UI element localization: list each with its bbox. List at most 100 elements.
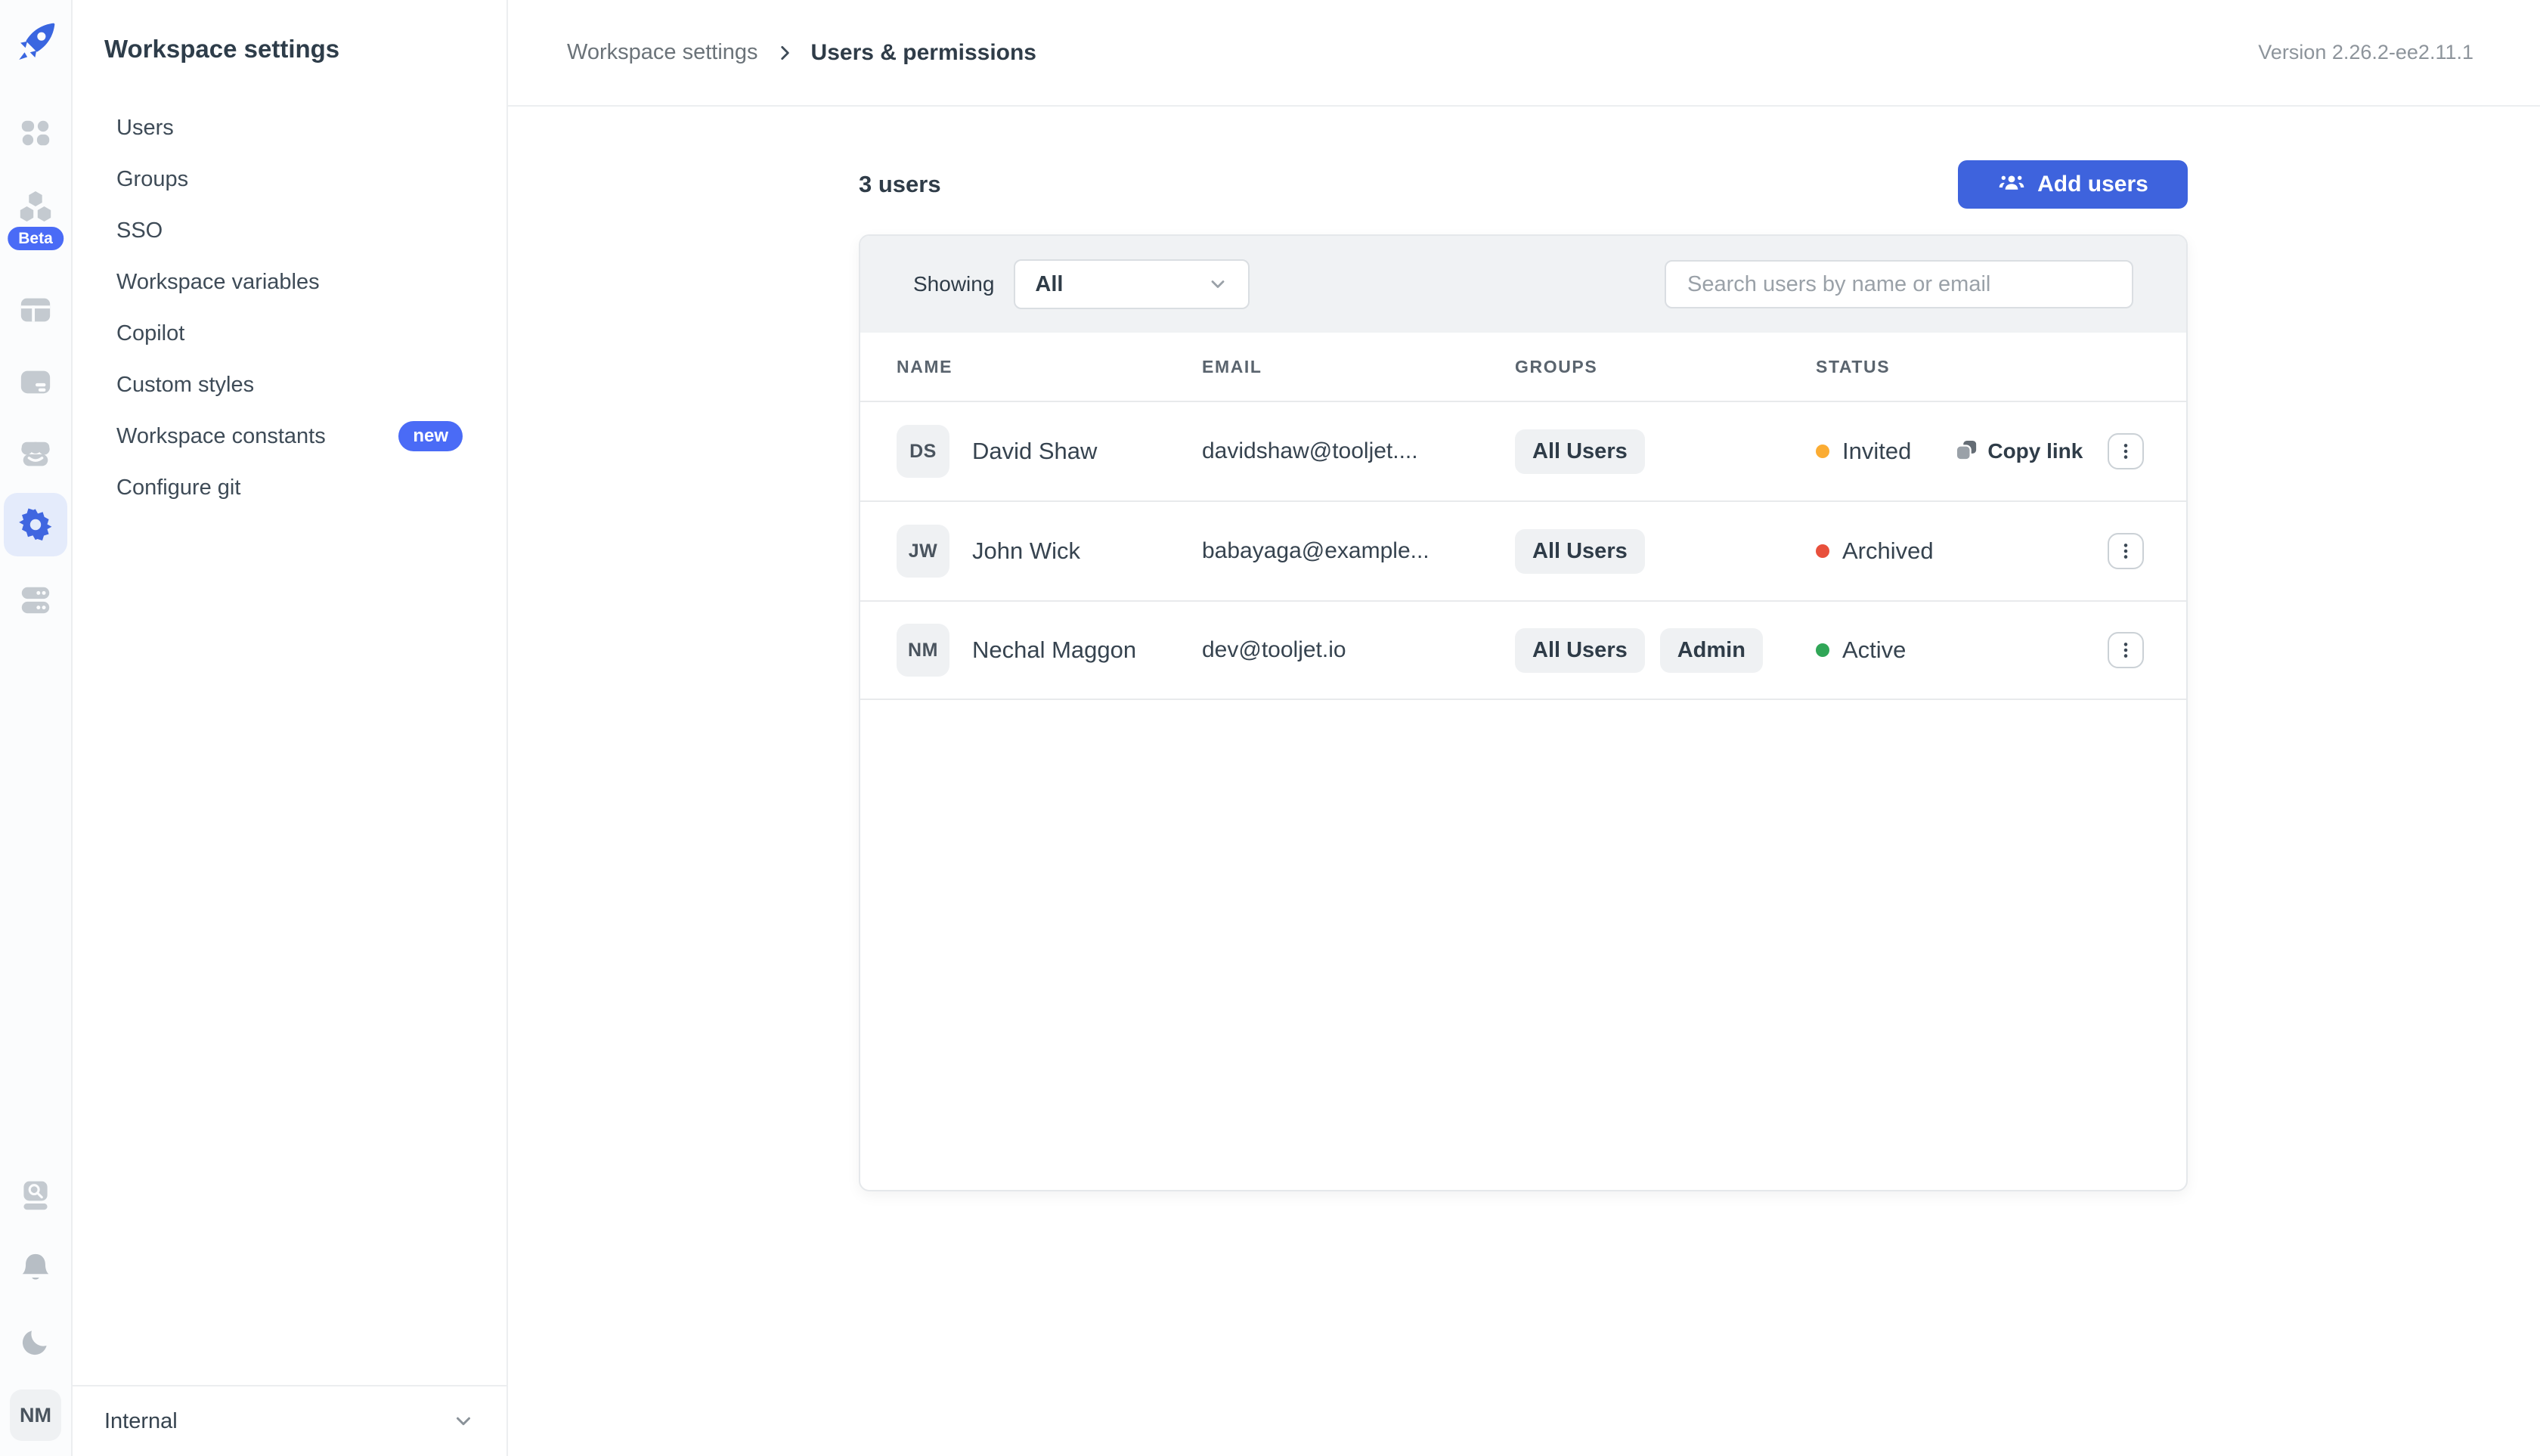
user-name-cell: JW John Wick [897, 525, 1202, 578]
workflows-hexagons-icon [20, 191, 51, 221]
nav-label: Workspace variables [116, 269, 320, 294]
avatar: JW [897, 525, 949, 578]
user-email: dev@tooljet.io [1202, 637, 1346, 662]
table-row: DS David Shaw davidshaw@tooljet.... All … [860, 401, 2186, 500]
sidebar-item-database[interactable] [18, 583, 53, 618]
sidebar-title: Workspace settings [104, 35, 340, 63]
dark-mode-moon-icon [22, 1331, 47, 1355]
sidebar-item-workflows[interactable] [17, 191, 54, 224]
nav-label: Workspace constants [116, 423, 326, 448]
status-text: Active [1842, 637, 1907, 663]
search-users-input[interactable] [1665, 260, 2133, 308]
marketplace-store-icon [21, 441, 50, 466]
new-badge: new [398, 421, 463, 451]
tooljet-logo[interactable] [14, 20, 57, 64]
sidebar-item-apps[interactable] [18, 116, 53, 150]
beta-badge: Beta [5, 224, 67, 253]
nav-label: Copilot [116, 321, 185, 345]
sidebar-item-copilot[interactable]: Copilot [73, 308, 506, 359]
add-users-label: Add users [2037, 172, 2148, 197]
row-actions-menu-button[interactable] [2108, 632, 2144, 668]
settings-gear-icon [19, 508, 52, 541]
user-name: Nechal Maggon [972, 637, 1137, 663]
column-header-status: STATUS [1816, 356, 1891, 376]
sidebar-item-configure-git[interactable]: Configure git [73, 462, 506, 513]
audit-logs-icon [23, 1181, 48, 1210]
sidebar-item-sso[interactable]: SSO [73, 205, 506, 256]
sidebar-item-users[interactable]: Users [73, 102, 506, 153]
group-chip: All Users [1515, 429, 1645, 474]
chevron-down-icon [457, 1417, 470, 1426]
workspace-switcher[interactable]: Internal [73, 1385, 506, 1456]
add-users-button[interactable]: Add users [1958, 160, 2188, 209]
status-text: Invited [1842, 438, 1912, 464]
breadcrumb-current: Users & permissions [810, 39, 1036, 65]
row-actions-menu-button[interactable] [2108, 533, 2144, 569]
table-row: JW John Wick babayaga@example... All Use… [860, 500, 2186, 600]
breadcrumb-root[interactable]: Workspace settings [567, 40, 758, 64]
audit-logs-button[interactable] [19, 1179, 52, 1212]
users-table-card: Showing All NAME EMAIL GROUPS STATUS DS … [859, 234, 2188, 1191]
avatar: DS [897, 425, 949, 478]
workspace-name: Internal [104, 1408, 178, 1433]
user-name-cell: NM Nechal Maggon [897, 624, 1202, 677]
breadcrumb-separator [775, 43, 795, 63]
settings-nav: Users Groups SSO Workspace variables Cop… [73, 102, 506, 513]
app-layout-icon [20, 298, 51, 322]
user-groups-cell: All Users Admin [1515, 627, 1816, 673]
status-text: Archived [1842, 537, 1934, 564]
user-status-cell: Invited Copy link [1816, 438, 2108, 465]
version-label: Version 2.26.2-ee2.11.1 [2258, 41, 2473, 64]
status-filter-value: All [1035, 271, 1064, 296]
avatar: NM [897, 624, 949, 677]
nav-label: Custom styles [116, 372, 255, 397]
table-row: NM Nechal Maggon dev@tooljet.io All User… [860, 600, 2186, 700]
sidebar-item-workspace-constants[interactable]: Workspace constants new [73, 410, 506, 462]
apps-grid-icon [21, 120, 50, 146]
column-header-email: EMAIL [1202, 356, 1262, 376]
chevron-down-icon [1212, 280, 1225, 288]
user-status-cell: Active [1816, 637, 2108, 664]
chevron-right-icon [780, 45, 789, 60]
user-name: David Shaw [972, 438, 1098, 464]
table-header-row: NAME EMAIL GROUPS STATUS [860, 333, 2186, 401]
nav-label: SSO [116, 218, 163, 243]
dark-mode-toggle[interactable] [19, 1325, 52, 1358]
sidebar-item-marketplace[interactable] [18, 437, 53, 472]
showing-label: Showing [913, 272, 995, 296]
nav-label: Configure git [116, 475, 241, 500]
sidebar-item-custom-styles[interactable]: Custom styles [73, 359, 506, 410]
status-dot [1816, 445, 1829, 458]
copy-invite-link-button[interactable]: Copy link [1955, 439, 2083, 463]
kebab-menu-icon [2123, 544, 2128, 559]
user-groups-cell: All Users [1515, 528, 1816, 574]
page-header: Workspace settings Users & permissions V… [508, 0, 2540, 107]
status-dot [1816, 643, 1829, 657]
sidebar-item-groups[interactable]: Groups [73, 153, 506, 205]
icon-rail: Beta [0, 0, 73, 1456]
group-chip: All Users [1515, 627, 1645, 673]
sidebar-item-app-builder[interactable] [18, 293, 53, 327]
status-filter-dropdown[interactable]: All [1014, 259, 1250, 309]
sidebar-item-workspace-settings[interactable] [4, 493, 67, 556]
group-chip: Admin [1659, 627, 1763, 673]
sidebar-item-workspace-variables[interactable]: Workspace variables [73, 256, 506, 308]
user-email: babayaga@example... [1202, 538, 1430, 563]
rocket-logo-icon [19, 23, 55, 60]
status-dot [1816, 544, 1829, 558]
column-header-name: NAME [897, 356, 953, 376]
datasources-card-icon [20, 370, 51, 394]
row-actions-menu-button[interactable] [2108, 433, 2144, 469]
user-email: davidshaw@tooljet.... [1202, 438, 1418, 463]
user-groups-cell: All Users [1515, 429, 1816, 474]
database-server-icon [21, 587, 50, 614]
kebab-menu-icon [2123, 643, 2128, 658]
notifications-button[interactable] [18, 1251, 53, 1286]
sidebar-item-data-sources[interactable] [18, 364, 53, 399]
profile-avatar[interactable]: NM [10, 1389, 61, 1441]
nav-label: Groups [116, 166, 189, 191]
user-status-cell: Archived [1816, 537, 2108, 565]
copy-icon [1956, 440, 1977, 461]
nav-label: Users [116, 115, 174, 140]
kebab-menu-icon [2123, 444, 2128, 459]
